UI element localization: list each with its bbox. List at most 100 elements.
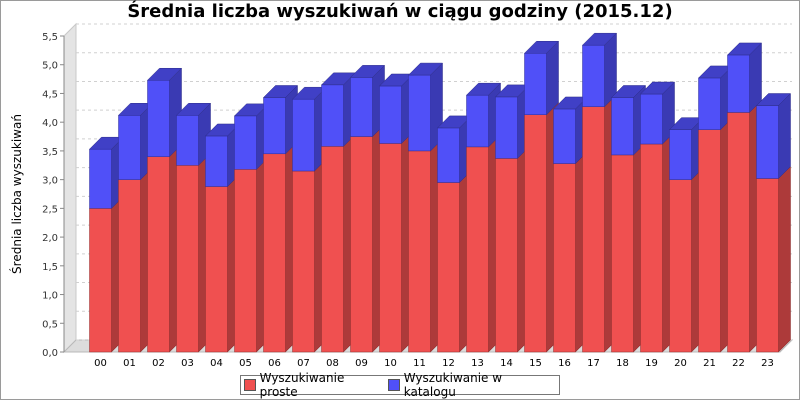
y-axis-label: Średnia liczba wyszukiwań: [9, 114, 24, 274]
bar-series-1: [524, 52, 547, 115]
bar-series-1: [756, 105, 779, 179]
x-tick-label: 15: [529, 358, 542, 369]
y-tick-label: 0,0: [42, 348, 58, 359]
x-tick-label: 17: [587, 358, 600, 369]
bar-series-0: [437, 182, 460, 353]
bar-series-0: [495, 158, 518, 353]
x-tick-label: 05: [239, 358, 252, 369]
x-tick-label: 19: [645, 358, 658, 369]
bar-series-1: [553, 108, 576, 164]
bar-series-0: [756, 178, 779, 353]
y-tick-label: 5,5: [42, 32, 58, 43]
bar-series-1: [582, 44, 605, 107]
legend-item-series-0: Wyszukiwanie proste: [244, 371, 382, 399]
x-tick-label: 22: [732, 358, 745, 369]
bar-series-0: [292, 170, 315, 353]
y-tick-label: 1,0: [42, 291, 58, 302]
bar-series-1: [147, 79, 170, 157]
bar-series-0: [147, 156, 170, 353]
bar-series-1: [437, 127, 460, 183]
x-tick-label: 18: [616, 358, 629, 369]
bar-series-0: [176, 165, 199, 353]
bar-side-1: [546, 40, 559, 116]
bar-series-0: [611, 154, 634, 353]
y-tick-label: 4,0: [42, 118, 58, 129]
bar-series-1: [234, 115, 257, 170]
bar-series-0: [727, 112, 750, 353]
bar-series-0: [524, 114, 547, 353]
bar-series-0: [350, 136, 373, 353]
legend-label-series-1: Wyszukiwanie w katalogu: [403, 371, 503, 399]
x-tick-label: 11: [413, 358, 426, 369]
bar-top: [146, 67, 183, 81]
y-tick-label: 5,0: [42, 61, 58, 72]
y-tick-label: 3,0: [42, 176, 58, 187]
bar-top: [610, 85, 647, 98]
x-tick-label: 21: [703, 358, 716, 369]
bar-series-1: [292, 98, 315, 172]
bar-series-0: [118, 179, 141, 353]
bar-series-1: [379, 85, 402, 144]
y-tick-label: 2,0: [42, 233, 58, 244]
bar-series-0: [234, 169, 257, 353]
left-wall: [63, 22, 77, 354]
bar-top: [175, 103, 212, 116]
legend: Wyszukiwanie proste Wyszukiwanie w katal…: [240, 371, 560, 399]
bar-top: [581, 32, 618, 46]
x-tick-label: 02: [152, 358, 165, 369]
bar-series-0: [379, 143, 402, 353]
bar-series-1: [350, 77, 373, 137]
bar-series-1: [669, 129, 692, 180]
x-tick-label: 14: [500, 358, 513, 369]
x-tick-label: 01: [123, 358, 136, 369]
bar-side-1: [778, 92, 791, 180]
bar-series-0: [669, 179, 692, 353]
bar-series-1: [321, 84, 344, 147]
bar-series-0: [582, 106, 605, 353]
bar-series-1: [611, 97, 634, 156]
x-tick-label: 03: [181, 358, 194, 369]
bar-series-1: [263, 97, 286, 155]
y-tick-label: 2,5: [42, 204, 58, 215]
x-tick-label: 10: [384, 358, 397, 369]
legend-item-series-1: Wyszukiwanie w katalogu: [388, 371, 553, 399]
bar-top: [726, 42, 763, 56]
x-tick-label: 16: [558, 358, 571, 369]
x-tick-label: 08: [326, 358, 339, 369]
bar-series-1: [408, 74, 431, 152]
bar-series-1: [205, 135, 228, 187]
bar-series-1: [118, 115, 141, 180]
x-tick-label: 00: [94, 358, 107, 369]
x-tick-label: 09: [355, 358, 368, 369]
bar-series-1: [727, 54, 750, 113]
bar-top: [262, 85, 299, 98]
bar-series-0: [408, 150, 431, 353]
legend-swatch-series-1: [388, 379, 400, 391]
bar-series-0: [553, 163, 576, 353]
y-tick-label: 3,5: [42, 147, 58, 158]
bar-series-1: [466, 94, 489, 148]
chart-title: Średnia liczba wyszukiwań w ciągu godzin…: [127, 1, 673, 22]
bar-top: [349, 65, 386, 78]
x-tick-label: 13: [471, 358, 484, 369]
y-tick-label: 4,5: [42, 89, 58, 100]
y-tick-label: 0,5: [42, 319, 58, 330]
x-tick-label: 20: [674, 358, 687, 369]
bar-series-0: [321, 146, 344, 353]
bar-series-1: [176, 115, 199, 166]
bar-series-0: [466, 146, 489, 353]
bar-top: [465, 82, 502, 96]
x-tick-label: 23: [761, 358, 774, 369]
bar-top: [639, 81, 676, 95]
y-tick-label: 1,5: [42, 262, 58, 273]
bar-series-1: [698, 77, 721, 130]
x-tick-label: 07: [297, 358, 310, 369]
bar-series-0: [640, 143, 663, 353]
legend-swatch-series-0: [244, 379, 256, 391]
bar-side-0: [778, 165, 791, 353]
x-tick-label: 06: [268, 358, 281, 369]
bar-series-1: [495, 96, 518, 159]
legend-label-series-0: Wyszukiwanie proste: [259, 371, 345, 399]
bar-series-0: [263, 153, 286, 353]
